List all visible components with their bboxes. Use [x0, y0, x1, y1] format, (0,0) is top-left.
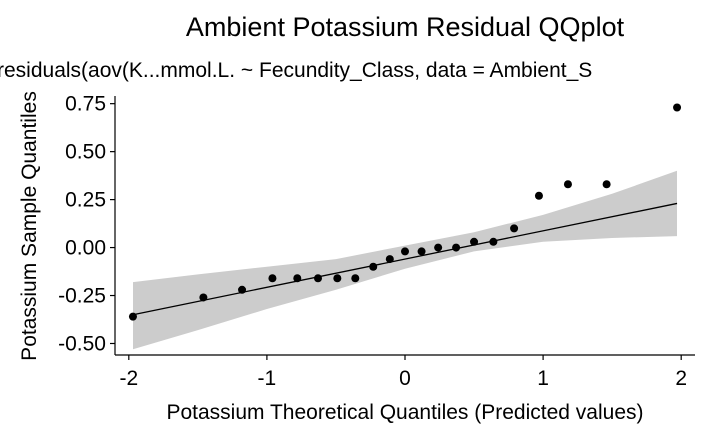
data-point	[369, 262, 378, 271]
x-axis-title: Potassium Theoretical Quantiles (Predict…	[166, 401, 643, 424]
chart-title: Ambient Potassium Residual QQplot	[186, 12, 625, 42]
y-tick-label: -0.25	[58, 285, 106, 308]
data-point	[434, 243, 443, 252]
data-point	[563, 180, 572, 189]
data-point	[470, 237, 479, 246]
data-point	[673, 103, 682, 112]
data-point	[268, 274, 277, 283]
y-tick-label: 0.00	[65, 237, 106, 260]
y-tick-label: 0.75	[65, 93, 106, 116]
data-point	[489, 237, 498, 246]
x-tick-label: -1	[258, 367, 277, 390]
x-tick-label: -2	[119, 367, 138, 390]
data-point	[385, 255, 394, 264]
data-point	[293, 274, 302, 283]
y-tick-label: 0.50	[65, 141, 106, 164]
data-point	[452, 243, 461, 252]
data-point	[510, 224, 519, 233]
chart-subtitle: residuals(aov(K...mmol.L. ~ Fecundity_Cl…	[0, 59, 592, 82]
y-tick-label: 0.25	[65, 189, 106, 212]
y-tick-label: -0.50	[58, 332, 106, 355]
data-point	[128, 312, 137, 321]
data-point	[238, 285, 247, 294]
x-tick-label: 1	[537, 367, 549, 390]
data-point	[417, 247, 426, 256]
x-tick-label: 0	[399, 367, 411, 390]
data-point	[333, 274, 342, 283]
data-point	[602, 180, 611, 189]
data-point	[351, 274, 360, 283]
data-point	[199, 293, 208, 302]
data-point	[401, 247, 409, 256]
x-tick-label: 2	[675, 367, 687, 390]
confidence-band	[133, 170, 677, 350]
data-point	[314, 274, 322, 283]
plot-area: -2 -1 0 1 2 -0.50 -0.25 0.00 0.25 0.50 0.75	[58, 93, 695, 390]
y-axis-title: Potassium Sample Quantiles	[18, 91, 41, 361]
data-point	[534, 191, 543, 200]
reference-line	[132, 202, 678, 316]
